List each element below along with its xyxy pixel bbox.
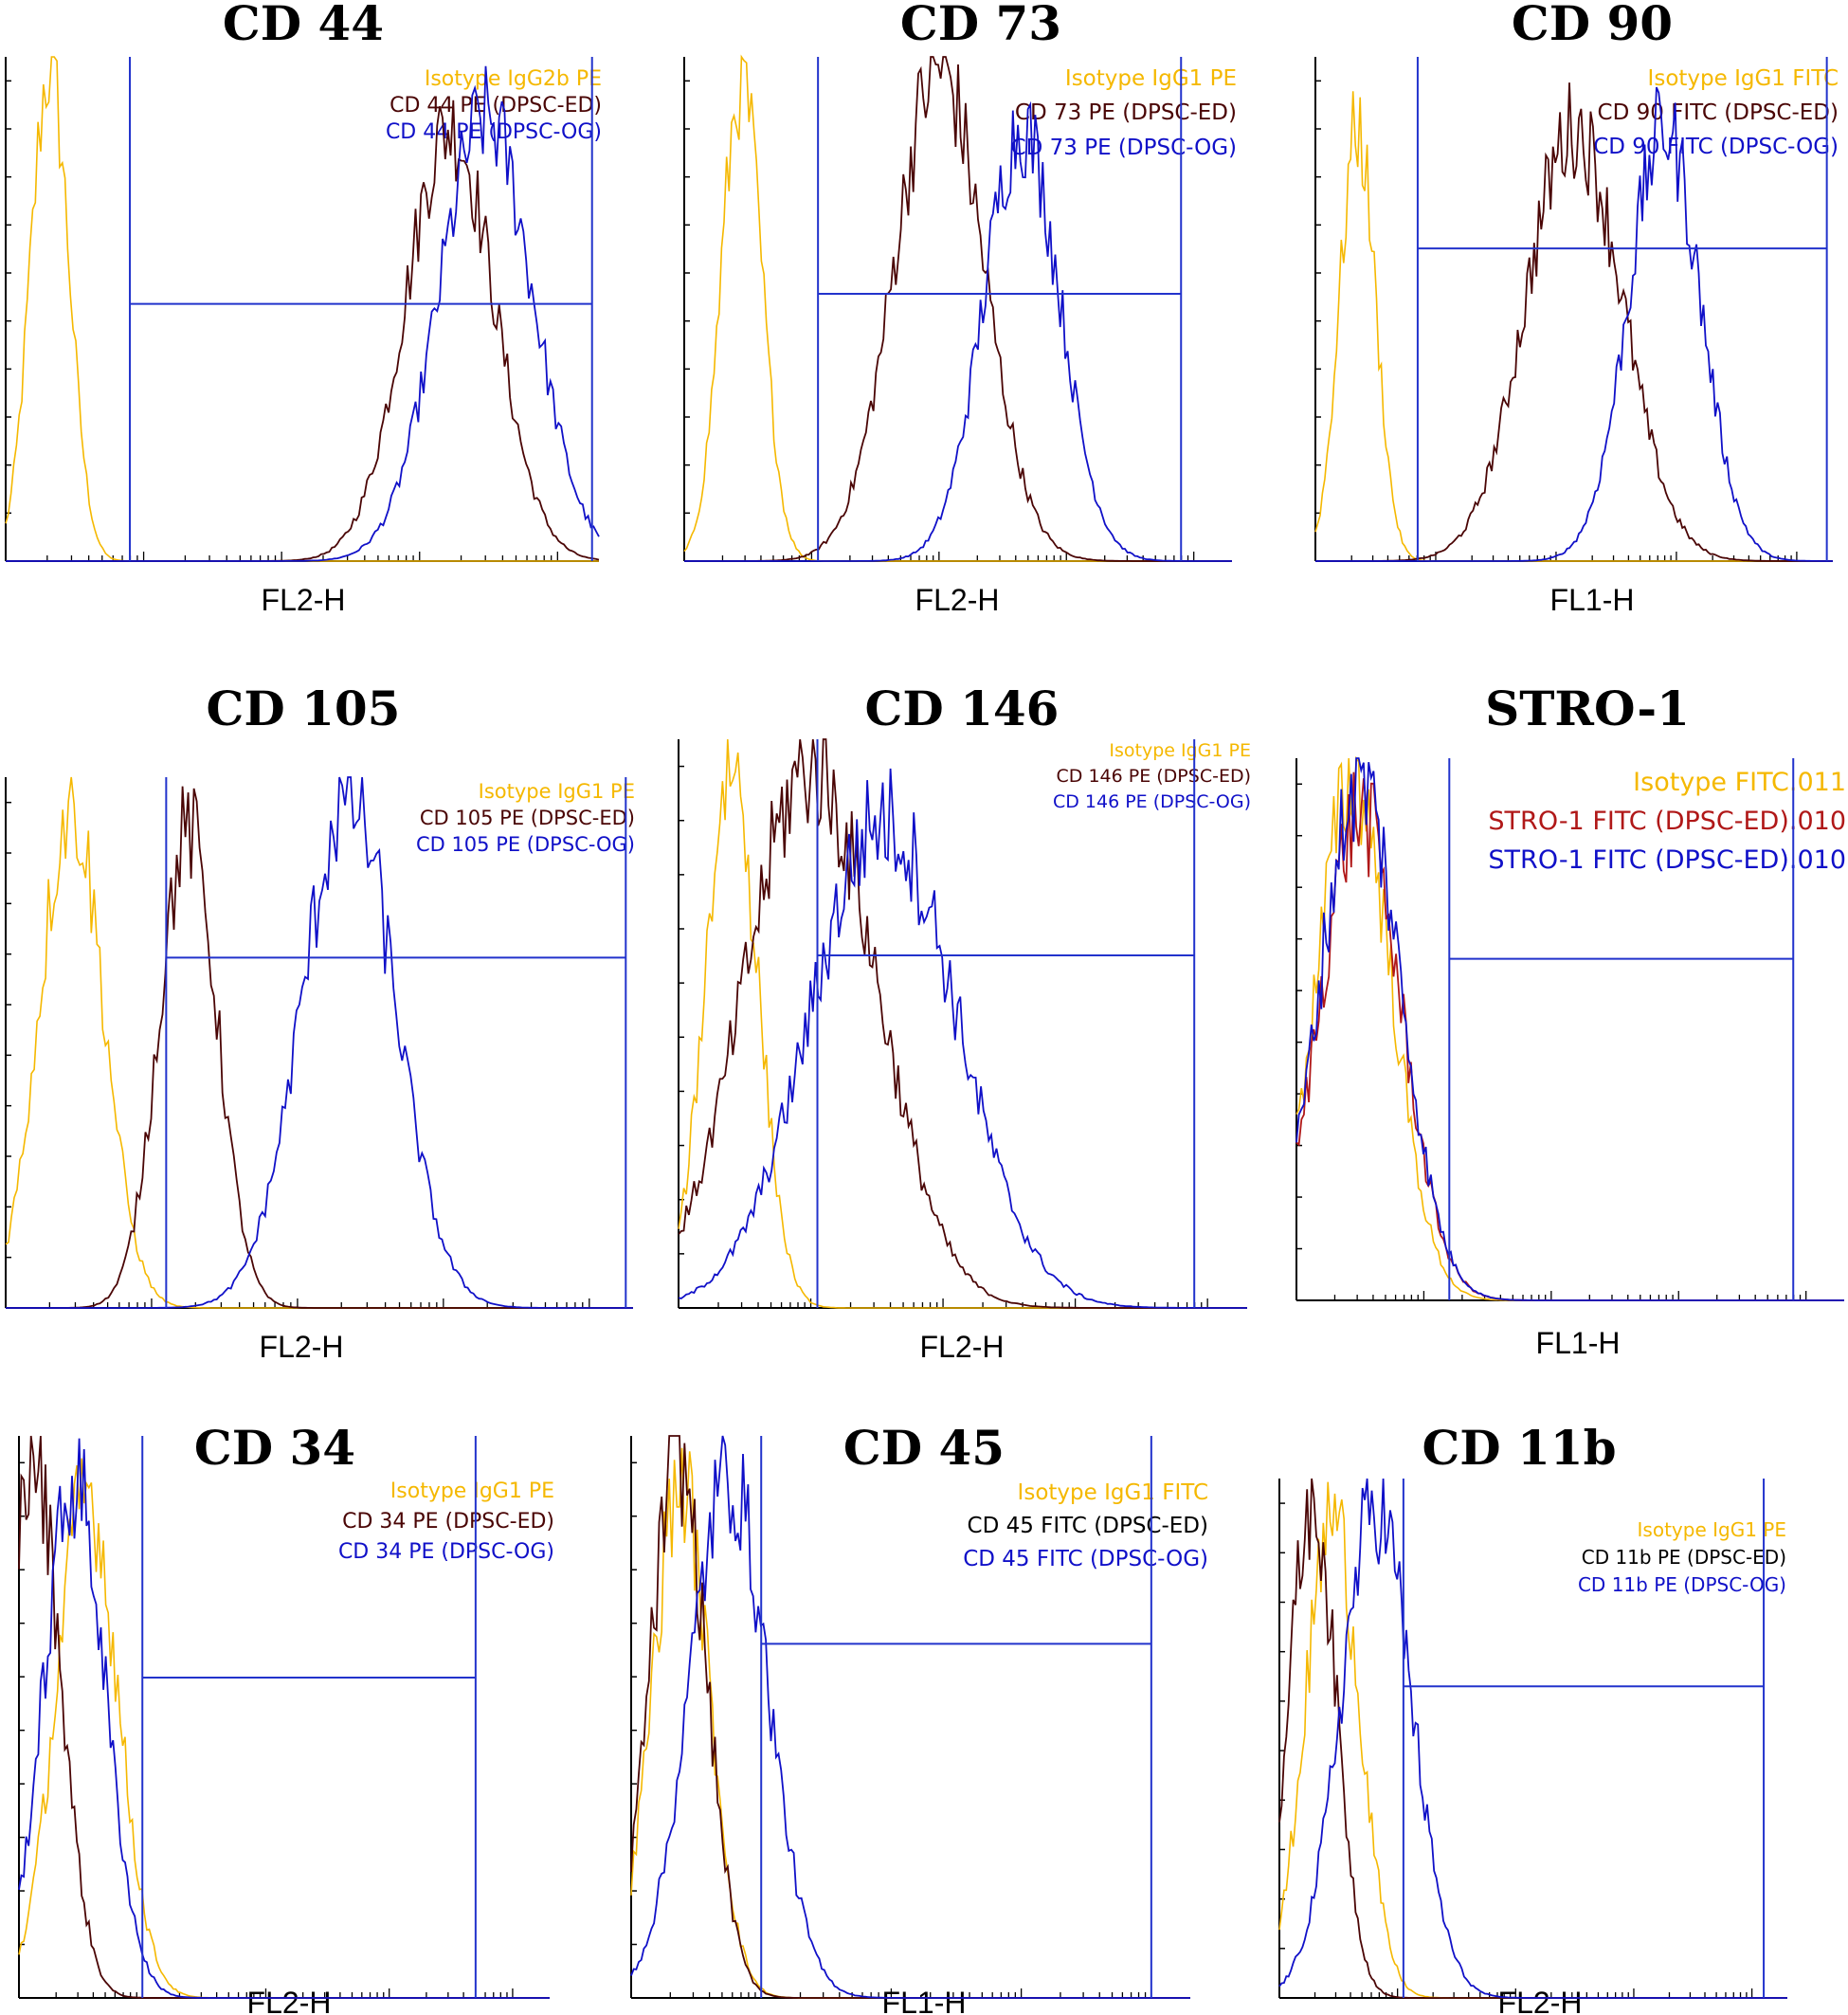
panel-cd45: CD 45 FL1-H Isotype IgG1 FITC CD 45 FITC… — [843, 1420, 1208, 2015]
legend-dpsc-ed: CD 45 FITC (DPSC-ED) — [968, 1514, 1208, 1538]
histogram-series-0 — [678, 738, 1247, 1309]
legend-dpsc-ed: CD 11b PE (DPSC-ED) — [1582, 1546, 1786, 1569]
panel-title: CD 73 — [900, 0, 1061, 51]
legend-isotype: Isotype IgG2b PE — [425, 67, 602, 91]
legend-dpsc-ed: CD 34 PE (DPSC-ED) — [342, 1510, 554, 1534]
legend-dpsc-og: CD 45 FITC (DPSC-OG) — [963, 1547, 1208, 1571]
x-axis-label: FL1-H — [882, 1986, 967, 2015]
legend-isotype: Isotype IgG1 PE — [390, 1479, 554, 1503]
panel-cd11b: CD 11b FL2-H Isotype IgG1 PE CD 11b PE (… — [1422, 1420, 1786, 2015]
legend-isotype: Isotype IgG1 FITC — [1648, 66, 1839, 91]
panel-cd34: CD 34 FL2-H Isotype IgG1 PE CD 34 PE (DP… — [194, 1420, 554, 2015]
x-axis-label: FL2-H — [920, 1330, 1005, 1364]
legend-isotype: Isotype IgG1 PE — [479, 780, 635, 803]
legend-dpsc-og: CD 11b PE (DPSC-OG) — [1578, 1573, 1786, 1596]
histogram-series-1 — [678, 738, 1247, 1309]
histogram-series-2 — [6, 776, 633, 1309]
x-axis-label: FL2-H — [260, 1330, 344, 1364]
histogram-series-2 — [630, 1435, 1190, 1999]
legend-isotype: Isotype IgG1 PE — [1065, 66, 1237, 91]
histogram-series-1 — [6, 100, 600, 562]
histogram-series-0 — [1314, 91, 1833, 562]
plot-area — [1278, 1478, 1787, 1999]
x-axis-label: FL2-H — [915, 583, 1000, 617]
panel-cd90: CD 90 FL1-H Isotype IgG1 FITC CD 90 FITC… — [1512, 0, 1839, 617]
panel-title: CD 105 — [207, 681, 401, 736]
x-axis-label: FL2-H — [262, 583, 346, 617]
panel-title: CD 44 — [223, 0, 384, 51]
legend-dpsc-og: CD 90 FITC (DPSC-OG) — [1593, 135, 1839, 159]
legend-isotype: Isotype IgG1 PE — [1638, 1518, 1786, 1541]
panel-title: STRO-1 — [1485, 681, 1690, 736]
legend-dpsc-ed: CD 73 PE (DPSC-ED) — [1015, 100, 1237, 125]
histogram-series-2 — [1315, 86, 1833, 562]
legend-isotype: Isotype FITC.011 — [1633, 768, 1846, 797]
panel-cd73: CD 73 FL2-H Isotype IgG1 PE CD 73 PE (DP… — [900, 0, 1237, 617]
legend-dpsc-og: CD 73 PE (DPSC-OG) — [1011, 136, 1237, 160]
x-axis-label: FL2-H — [1498, 1986, 1583, 2015]
plot-area — [18, 1435, 550, 1999]
plot-area — [5, 776, 633, 1309]
legend-dpsc-ed: CD 44 PE (DPSC-ED) — [390, 94, 602, 118]
plot-area — [678, 738, 1247, 1309]
x-axis-label: FL2-H — [247, 1986, 332, 2015]
histogram-series-1 — [6, 786, 633, 1309]
panel-cd146: CD 146 FL2-H Isotype IgG1 PE CD 146 PE (… — [865, 681, 1251, 1364]
x-axis-label: FL1-H — [1550, 583, 1635, 617]
legend-dpsc-ed: CD 105 PE (DPSC-ED) — [420, 807, 635, 829]
panel-title: CD 11b — [1422, 1420, 1616, 1476]
legend-dpsc-og: CD 34 PE (DPSC-OG) — [338, 1540, 554, 1564]
panel-stro1: STRO-1 FL1-H Isotype FITC.011 STRO-1 FIT… — [1485, 681, 1846, 1360]
histogram-series-0 — [5, 776, 633, 1309]
panel-title: CD 45 — [843, 1420, 1005, 1476]
plot-area — [1314, 57, 1833, 562]
legend-isotype: Isotype IgG1 FITC — [1018, 1480, 1208, 1505]
histogram-series-2 — [678, 768, 1247, 1309]
legend-dpsc-og: CD 146 PE (DPSC-OG) — [1053, 791, 1251, 812]
plot-area — [5, 56, 600, 562]
panel-cd105: CD 105 FL2-H Isotype IgG1 PE CD 105 PE (… — [207, 681, 635, 1364]
histogram-series-2 — [6, 65, 600, 562]
x-axis-label: FL1-H — [1536, 1326, 1621, 1360]
histogram-series-0 — [683, 54, 1232, 562]
legend-dpsc-ed: CD 90 FITC (DPSC-ED) — [1598, 100, 1839, 125]
legend-dpsc-ed-red: STRO-1 FITC (DPSC-ED).010 — [1488, 807, 1846, 836]
legend-dpsc-ed-blue: STRO-1 FITC (DPSC-ED).010 — [1488, 845, 1846, 875]
plot-area — [683, 54, 1232, 562]
panel-title: CD 90 — [1512, 0, 1673, 51]
legend-dpsc-ed: CD 146 PE (DPSC-ED) — [1057, 766, 1251, 787]
plot-area — [1295, 755, 1844, 1301]
panel-title: CD 34 — [194, 1420, 355, 1476]
legend-dpsc-og: CD 105 PE (DPSC-OG) — [416, 833, 635, 856]
plot-area — [630, 1435, 1190, 1999]
legend-isotype: Isotype IgG1 PE — [1109, 740, 1251, 761]
histogram-series-2 — [18, 1438, 550, 1999]
histogram-series-2 — [1278, 1478, 1787, 1999]
panel-title: CD 146 — [865, 681, 1060, 736]
histogram-series-2 — [684, 100, 1232, 562]
histogram-series-2 — [1295, 757, 1844, 1301]
panel-cd44: CD 44 FL2-H Isotype IgG2b PE CD 44 PE (D… — [223, 0, 602, 617]
